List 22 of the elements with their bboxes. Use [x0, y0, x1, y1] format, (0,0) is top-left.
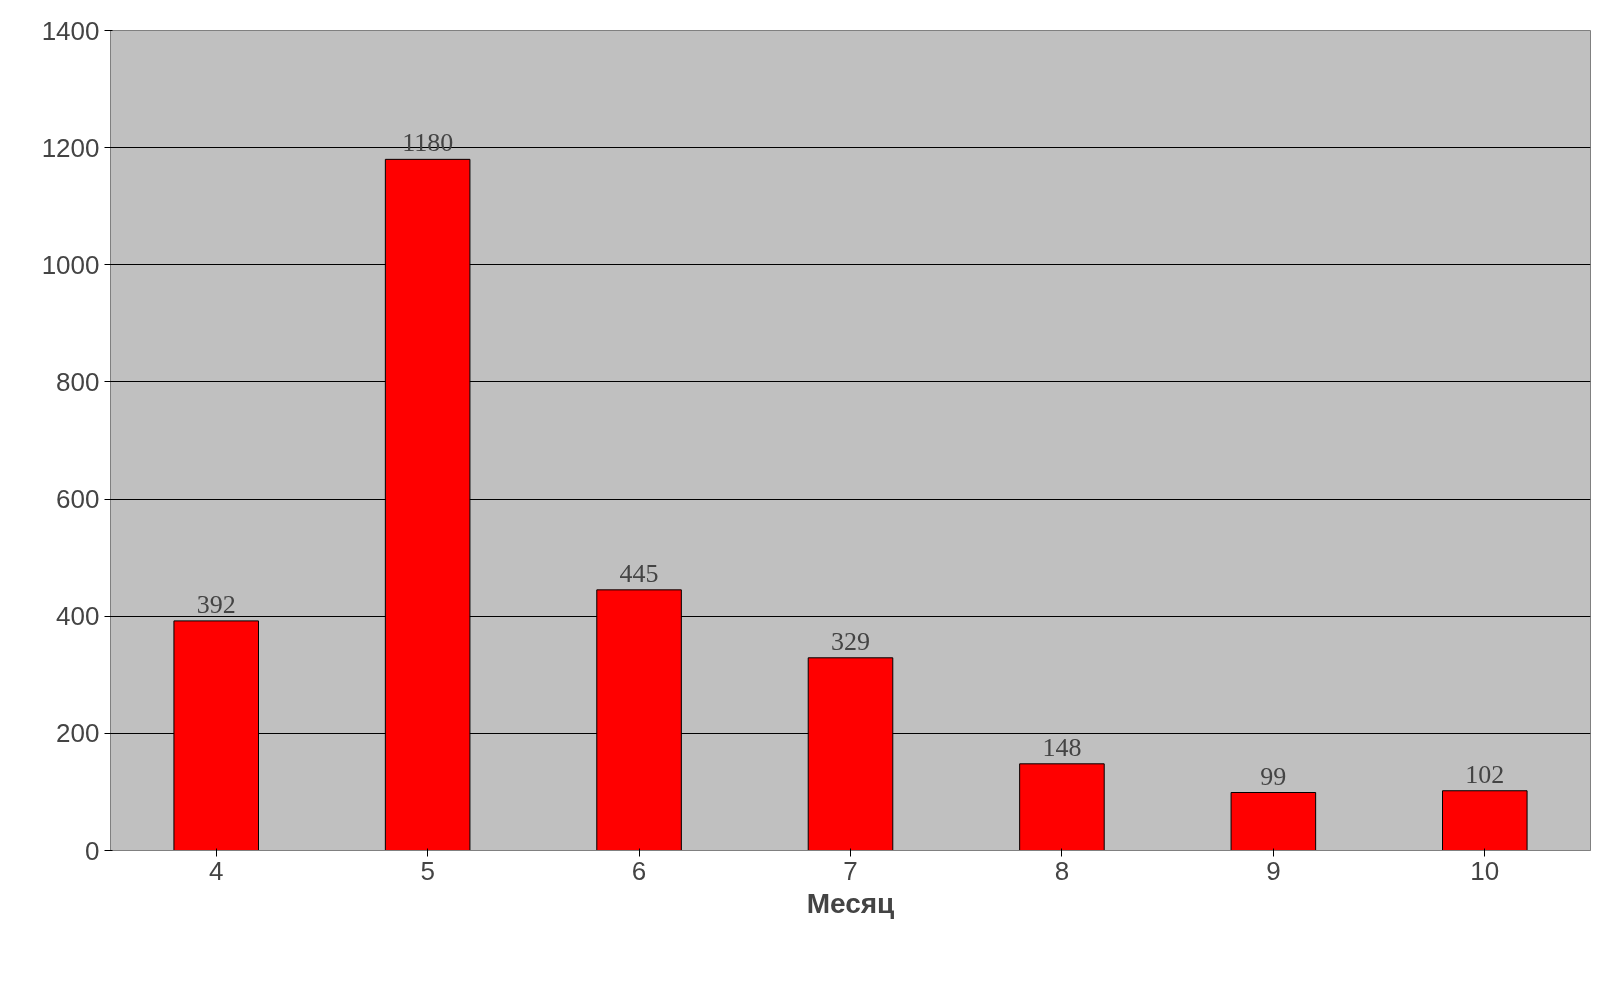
data-label: 392 — [196, 589, 236, 619]
x-axis-title: Месяц — [806, 887, 895, 919]
y-tick-label: 200 — [56, 718, 100, 749]
y-tick-label: 400 — [56, 601, 100, 632]
x-tick-label: 6 — [631, 855, 647, 886]
data-label: 102 — [1465, 759, 1505, 789]
y-tick-label: 0 — [85, 835, 100, 866]
x-tick-label: 9 — [1266, 855, 1281, 886]
data-label: 329 — [831, 626, 870, 656]
data-label: 148 — [1042, 732, 1082, 762]
y-tick-label: 1200 — [41, 132, 100, 163]
y-tick-label: 1000 — [41, 249, 100, 280]
x-tick-label: 8 — [1054, 855, 1070, 886]
x-tick-label: 4 — [208, 855, 224, 886]
x-tick-label: 5 — [420, 855, 435, 886]
data-label: 99 — [1260, 761, 1287, 791]
x-tick-label: 7 — [843, 855, 858, 886]
y-tick-label: 1400 — [41, 15, 100, 46]
x-tick-label: 10 — [1470, 855, 1500, 886]
y-tick-label: 600 — [56, 484, 100, 515]
data-label: 445 — [619, 558, 659, 588]
y-tick-label: 800 — [56, 366, 100, 397]
